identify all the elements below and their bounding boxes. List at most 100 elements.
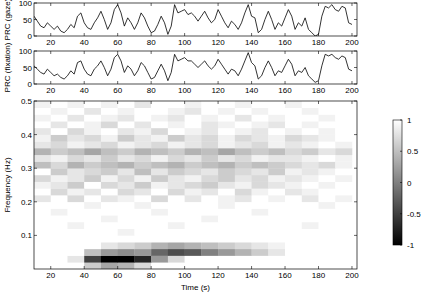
heat-cell bbox=[134, 101, 151, 108]
heat-cell bbox=[67, 209, 84, 216]
x-tick-label: 160 bbox=[278, 271, 292, 280]
heat-cell bbox=[134, 108, 151, 115]
x-tick bbox=[151, 81, 152, 84]
heat-cell bbox=[118, 249, 135, 256]
heat-cell bbox=[118, 256, 135, 263]
line bbox=[34, 53, 352, 83]
heat-cell bbox=[218, 209, 235, 216]
heat-cell bbox=[218, 161, 235, 168]
heat-cell bbox=[235, 161, 252, 168]
heat-cell bbox=[319, 108, 336, 115]
heat-cell bbox=[151, 114, 168, 121]
x-tick bbox=[84, 101, 85, 104]
heat-cell bbox=[285, 168, 302, 175]
heat-cell bbox=[252, 235, 269, 242]
y-axis-label: PRC (gaze) bbox=[3, 0, 12, 40]
heat-cell bbox=[101, 182, 118, 189]
heat-cell bbox=[118, 182, 135, 189]
y-tick-label: 0.2 bbox=[21, 198, 33, 207]
x-tick bbox=[184, 51, 185, 54]
colorbar-tick-label: 1 bbox=[407, 116, 412, 125]
y-tick bbox=[354, 36, 357, 37]
y-tick bbox=[354, 3, 357, 4]
heat-cell bbox=[335, 182, 352, 189]
x-tick bbox=[318, 81, 319, 84]
heat-cell bbox=[335, 101, 352, 108]
y-tick-label: 0.4 bbox=[21, 131, 33, 140]
heat-cell bbox=[319, 101, 336, 108]
x-tick bbox=[151, 101, 152, 104]
heat-cell bbox=[168, 175, 185, 182]
x-tick bbox=[318, 266, 319, 269]
heat-cell bbox=[319, 262, 336, 269]
heat-cell bbox=[319, 215, 336, 222]
heat-cell bbox=[218, 222, 235, 229]
heat-cell bbox=[34, 128, 51, 135]
heat-cell bbox=[335, 242, 352, 249]
heat-cell bbox=[185, 168, 202, 175]
y-tick bbox=[34, 36, 37, 37]
heat-cell bbox=[67, 135, 84, 142]
heat-cell bbox=[285, 114, 302, 121]
heat-cell bbox=[101, 141, 118, 148]
heat-cell bbox=[168, 135, 185, 142]
heat-cell bbox=[84, 161, 101, 168]
heat-cell bbox=[252, 114, 269, 121]
heat-cell bbox=[218, 182, 235, 189]
heat-cell bbox=[335, 141, 352, 148]
x-tick-label: 200 bbox=[345, 86, 359, 95]
heat-cell bbox=[302, 235, 319, 242]
heat-cell bbox=[34, 202, 51, 209]
heat-cell bbox=[151, 222, 168, 229]
y-tick-label: 0.1 bbox=[21, 231, 33, 240]
heat-cell bbox=[51, 202, 68, 209]
y-tick bbox=[34, 67, 37, 68]
heat-cell bbox=[168, 101, 185, 108]
heat-cell bbox=[335, 128, 352, 135]
heat-cell bbox=[67, 161, 84, 168]
heat-cell bbox=[218, 121, 235, 128]
heat-cell bbox=[319, 256, 336, 263]
heat-cell bbox=[201, 168, 218, 175]
plot-area bbox=[34, 53, 352, 83]
x-tick bbox=[351, 81, 352, 84]
heat-cell bbox=[235, 235, 252, 242]
colorbar-tick-label: -1 bbox=[407, 241, 415, 250]
heat-cell bbox=[168, 235, 185, 242]
heat-cell bbox=[201, 262, 218, 269]
heat-cell bbox=[335, 188, 352, 195]
heat-cell bbox=[285, 182, 302, 189]
heat-cell bbox=[319, 229, 336, 236]
heat-cell bbox=[151, 202, 168, 209]
heat-cell bbox=[235, 155, 252, 162]
heat-cell bbox=[34, 262, 51, 269]
heat-cell bbox=[168, 249, 185, 256]
heat-cell bbox=[101, 262, 118, 269]
heat-cell bbox=[235, 114, 252, 121]
heat-cell bbox=[218, 114, 235, 121]
heat-cell bbox=[335, 114, 352, 121]
heat-cell bbox=[268, 121, 285, 128]
heat-cell bbox=[319, 128, 336, 135]
heat-cell bbox=[201, 215, 218, 222]
heat-cell bbox=[319, 148, 336, 155]
heat-cell bbox=[84, 108, 101, 115]
heat-cell bbox=[268, 202, 285, 209]
heat-cell bbox=[285, 229, 302, 236]
heat-cell bbox=[319, 195, 336, 202]
heat-cell bbox=[134, 175, 151, 182]
x-tick-label: 80 bbox=[147, 86, 156, 95]
x-tick-label: 100 bbox=[178, 86, 192, 95]
y-tick bbox=[354, 19, 357, 20]
heat-cell bbox=[51, 114, 68, 121]
heat-cell bbox=[84, 215, 101, 222]
heat-cell bbox=[134, 135, 151, 142]
y-tick-label: 0.5 bbox=[21, 97, 33, 106]
y-tick bbox=[354, 201, 357, 202]
heat-cell bbox=[134, 155, 151, 162]
heat-cell bbox=[51, 188, 68, 195]
heat-cell bbox=[134, 114, 151, 121]
x-tick bbox=[50, 51, 51, 54]
heat-cell bbox=[185, 188, 202, 195]
heat-cell bbox=[319, 135, 336, 142]
